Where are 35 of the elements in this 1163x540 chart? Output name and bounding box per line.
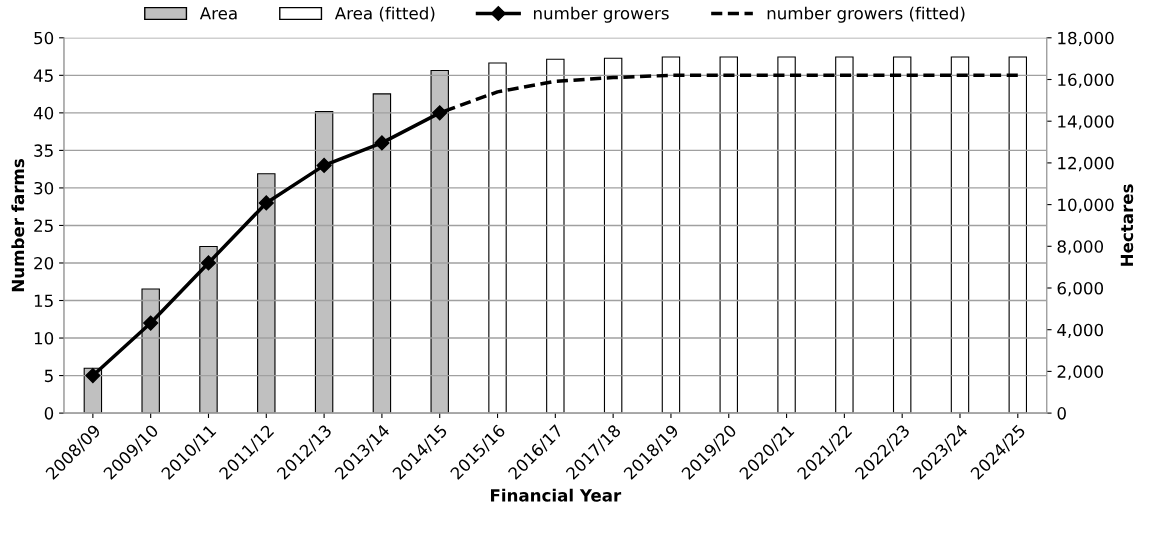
y-tick-label: 10	[34, 332, 54, 345]
point	[143, 315, 159, 331]
y-axis-title: Number farms	[11, 159, 25, 292]
legend-label: Area	[199, 7, 237, 20]
y-tick-label: 30	[34, 181, 54, 195]
y2-tick-label: 2,000	[1057, 365, 1104, 380]
point	[316, 157, 332, 173]
y-tick-label: 25	[34, 219, 53, 233]
y-tick-label: 0	[44, 407, 54, 420]
x-axis-title: Financial Year	[490, 488, 622, 502]
y2-tick-label: 10,000	[1058, 198, 1114, 213]
y2-tick-label: 16,000	[1058, 73, 1114, 88]
point	[432, 105, 448, 121]
y-tick-label: 5	[44, 369, 53, 383]
y-tick-label: 50	[34, 31, 54, 45]
y2-tick-label: 6,000	[1057, 281, 1104, 297]
point	[200, 255, 217, 271]
y2-tick-label: 8,000	[1057, 240, 1104, 255]
legend-label: Area (fitted)	[334, 6, 435, 22]
point	[258, 195, 274, 211]
y2-axis-title: Hectares	[1120, 184, 1134, 266]
y2-tick-label: 14,000	[1058, 115, 1114, 130]
y2-tick-label: 18,000	[1058, 31, 1114, 47]
y-tick-label: 20	[34, 256, 54, 270]
legend-label: number growers (fitted)	[767, 6, 965, 23]
y2-tick-label: 12,000	[1058, 156, 1114, 172]
legend-label: number growers	[534, 6, 669, 23]
point	[374, 135, 390, 151]
y-tick-label: 35	[34, 144, 53, 157]
y-tick-label: 15	[34, 294, 53, 308]
y2-tick-label: 4,000	[1057, 323, 1104, 338]
point	[85, 367, 101, 384]
y-tick-label: 45	[33, 69, 53, 82]
y2-tick-label: 0	[1057, 407, 1066, 420]
y-tick-label: 40	[33, 106, 54, 120]
